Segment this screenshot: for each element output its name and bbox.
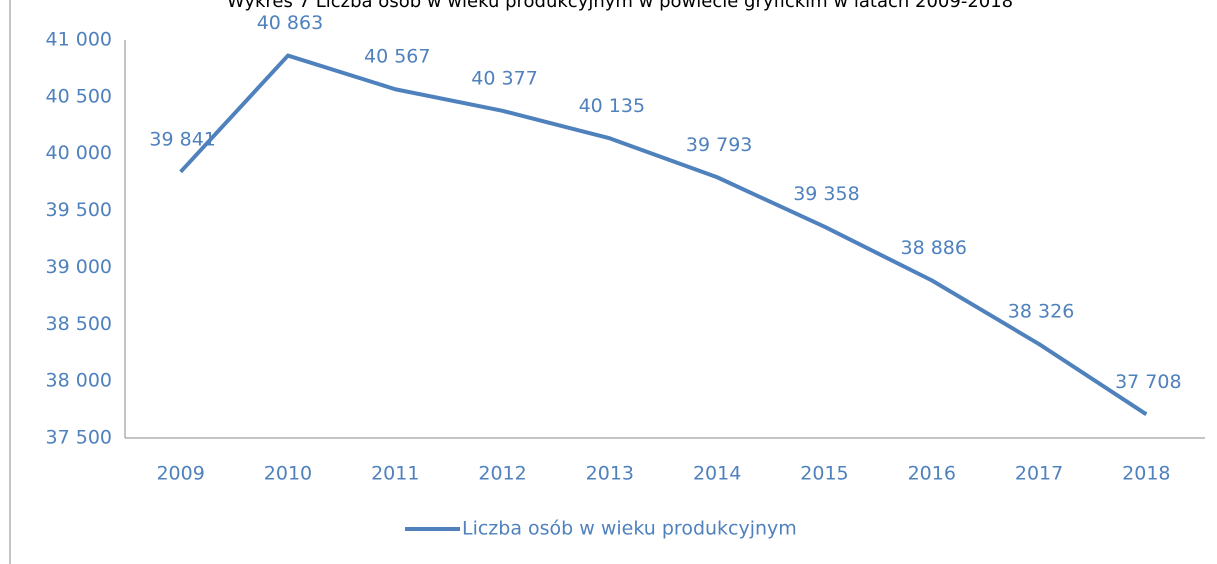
data-label: 39 841 (149, 128, 215, 150)
y-tick-label: 39 500 (46, 199, 112, 221)
x-tick-label: 2016 (908, 463, 956, 485)
chart-title: Wykres 7 Liczba osób w wieku produkcyjny… (227, 0, 1013, 12)
data-label: 38 326 (1008, 301, 1074, 323)
x-tick-label: 2018 (1122, 463, 1170, 485)
x-tick-label: 2010 (264, 463, 312, 485)
x-tick-label: 2015 (800, 463, 848, 485)
x-tick-label: 2013 (586, 463, 634, 485)
x-tick-label: 2012 (478, 463, 526, 485)
data-label: 40 863 (257, 12, 323, 34)
data-label: 38 886 (901, 237, 967, 259)
y-tick-label: 37 500 (46, 427, 112, 449)
legend-label: Liczba osób w wieku produkcyjnym (462, 518, 797, 540)
x-tick-label: 2009 (156, 463, 204, 485)
data-label: 40 567 (364, 46, 430, 68)
data-label: 40 377 (471, 67, 537, 89)
data-label: 37 708 (1115, 371, 1181, 393)
x-tick-label: 2014 (693, 463, 741, 485)
data-label: 39 358 (793, 183, 859, 205)
y-tick-label: 38 500 (46, 313, 112, 335)
data-line (179, 53, 1148, 417)
data-label: 40 135 (579, 95, 645, 117)
x-tick-label: 2011 (371, 463, 419, 485)
y-tick-label: 39 000 (46, 256, 112, 278)
y-tick-label: 40 500 (46, 85, 112, 107)
y-tick-label: 38 000 (46, 370, 112, 392)
y-tick-label: 40 000 (46, 142, 112, 164)
y-tick-label: 41 000 (46, 29, 112, 51)
data-label: 39 793 (686, 134, 752, 156)
x-tick-label: 2017 (1015, 463, 1063, 485)
